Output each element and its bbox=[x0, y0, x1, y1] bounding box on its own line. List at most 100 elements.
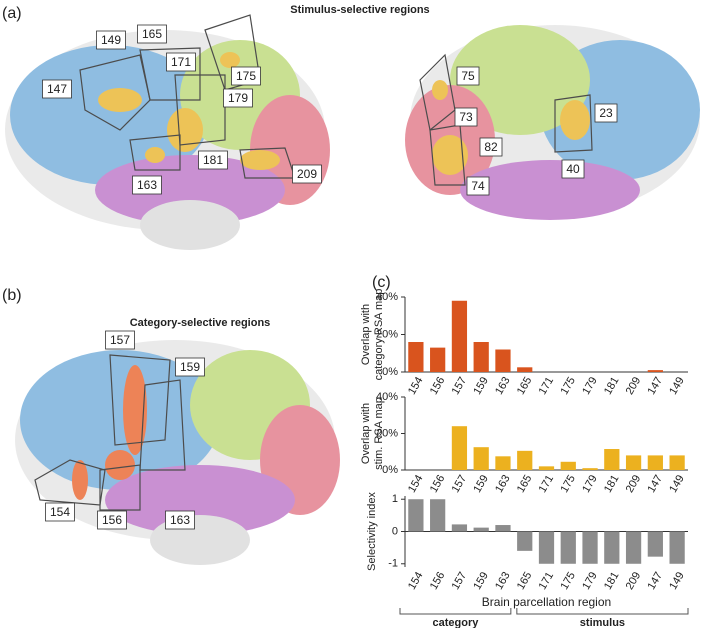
x-tick-label: 163 bbox=[493, 375, 513, 397]
figure-title: Stimulus-selective regions bbox=[290, 4, 429, 16]
region-label: 74 bbox=[471, 179, 485, 193]
group-label: stimulus bbox=[580, 617, 625, 628]
x-tick-label: 154 bbox=[406, 375, 426, 397]
bar bbox=[625, 531, 642, 564]
region-label: 165 bbox=[142, 27, 162, 41]
x-tick-label: 171 bbox=[537, 570, 557, 592]
region-label: 40 bbox=[566, 162, 580, 176]
bar bbox=[604, 449, 620, 470]
bar bbox=[604, 531, 620, 564]
bar bbox=[517, 450, 533, 470]
bar bbox=[582, 468, 598, 470]
region-label-box bbox=[105, 330, 135, 350]
bar bbox=[473, 447, 489, 470]
bar bbox=[647, 455, 663, 470]
region-label-box bbox=[137, 24, 167, 44]
region-label: 209 bbox=[297, 167, 317, 181]
y-tick-label: 0% bbox=[382, 366, 398, 378]
y-tick-label: 20% bbox=[376, 328, 398, 340]
panel-label: (b) bbox=[2, 287, 22, 304]
region-label: 73 bbox=[459, 110, 473, 124]
bar bbox=[451, 524, 468, 532]
region-label: 75 bbox=[461, 69, 475, 83]
y-axis-label: stim. RSA map bbox=[373, 397, 385, 470]
x-tick-label: 159 bbox=[471, 375, 491, 397]
region-label: 175 bbox=[236, 69, 256, 83]
bar bbox=[495, 525, 511, 532]
x-tick-label: 181 bbox=[602, 375, 622, 397]
bar bbox=[473, 342, 489, 372]
region-label-box bbox=[97, 510, 127, 530]
bar bbox=[451, 300, 468, 372]
bar bbox=[495, 456, 511, 470]
region-label-box bbox=[594, 103, 618, 123]
figure-title: Category-selective regions bbox=[130, 317, 271, 329]
bar bbox=[538, 466, 555, 470]
y-axis-label: Overlap with bbox=[360, 304, 372, 365]
y-tick-label: 40% bbox=[376, 391, 398, 403]
y-tick-label: 0 bbox=[392, 525, 398, 537]
region-label-box bbox=[479, 137, 503, 157]
x-tick-label: 175 bbox=[558, 570, 578, 592]
region-label: 163 bbox=[137, 178, 157, 192]
x-tick-label: 159 bbox=[471, 570, 491, 592]
x-tick-label: 165 bbox=[515, 473, 535, 495]
region-label-box bbox=[45, 502, 75, 522]
x-tick-label: 181 bbox=[602, 473, 622, 495]
region-label-box bbox=[132, 175, 162, 195]
x-tick-label: 147 bbox=[645, 473, 665, 495]
region-label-box bbox=[175, 357, 205, 377]
bar bbox=[625, 455, 642, 470]
y-axis-label: category RSA map bbox=[373, 289, 385, 381]
x-tick-label: 159 bbox=[471, 473, 491, 495]
bar bbox=[647, 370, 663, 372]
x-tick-label: 149 bbox=[667, 375, 687, 397]
x-tick-label: 147 bbox=[645, 570, 665, 592]
bar bbox=[538, 531, 555, 564]
region-label-box bbox=[466, 176, 490, 196]
y-tick-label: 0% bbox=[382, 464, 398, 476]
region-label-box bbox=[223, 88, 253, 108]
region-label-box bbox=[231, 66, 261, 86]
x-tick-label: 165 bbox=[515, 375, 535, 397]
brain-left bbox=[5, 14, 330, 250]
group-bracket bbox=[516, 608, 689, 615]
region-label-box bbox=[96, 30, 126, 50]
x-axis-label: Brain parcellation region bbox=[482, 595, 611, 609]
bar bbox=[669, 455, 685, 470]
x-tick-label: 163 bbox=[493, 570, 513, 592]
x-tick-label: 179 bbox=[580, 473, 600, 495]
y-axis-label: Overlap with bbox=[360, 403, 372, 464]
region-label: 156 bbox=[102, 513, 122, 527]
x-tick-label: 157 bbox=[450, 375, 470, 397]
region-label-box bbox=[561, 159, 585, 179]
bar bbox=[408, 499, 424, 532]
x-tick-label: 165 bbox=[515, 570, 535, 592]
x-tick-label: 209 bbox=[624, 570, 644, 592]
panel-label: (c) bbox=[372, 274, 391, 291]
x-tick-label: 154 bbox=[406, 570, 426, 592]
bar bbox=[408, 342, 424, 372]
x-tick-label: 209 bbox=[624, 375, 644, 397]
region-label-box bbox=[42, 79, 72, 99]
x-tick-label: 154 bbox=[406, 473, 426, 495]
brain-right bbox=[405, 25, 700, 220]
region-label-box bbox=[292, 164, 322, 184]
bar bbox=[495, 349, 511, 372]
region-label-box bbox=[166, 52, 196, 72]
bar bbox=[517, 367, 533, 372]
x-tick-label: 156 bbox=[428, 473, 448, 495]
bar bbox=[430, 499, 446, 532]
x-tick-label: 171 bbox=[537, 473, 557, 495]
region-label: 157 bbox=[110, 333, 130, 347]
y-axis-label: Selectivity index bbox=[366, 492, 378, 571]
x-tick-label: 156 bbox=[428, 570, 448, 592]
bar bbox=[560, 461, 576, 470]
region-label: 179 bbox=[228, 91, 248, 105]
region-label: 154 bbox=[50, 505, 70, 519]
region-label: 171 bbox=[171, 55, 191, 69]
x-tick-label: 163 bbox=[493, 473, 513, 495]
x-tick-label: 175 bbox=[558, 473, 578, 495]
region-label-box bbox=[454, 107, 478, 127]
